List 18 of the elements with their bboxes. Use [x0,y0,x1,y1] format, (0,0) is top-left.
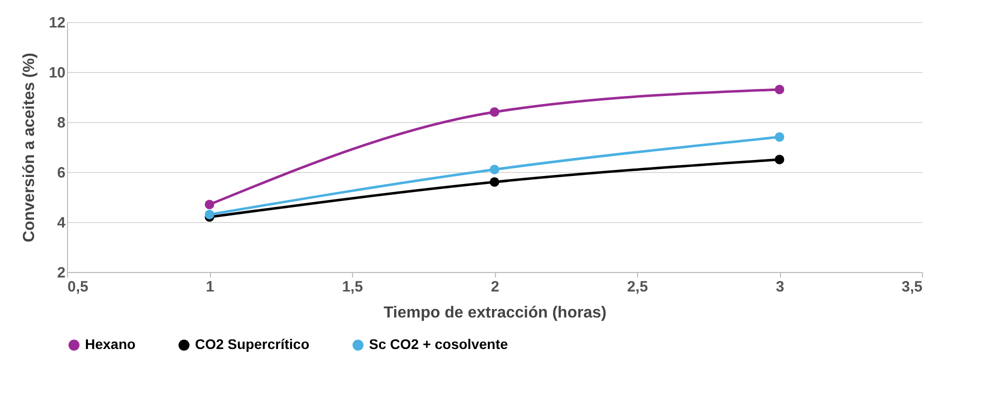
y-tick-label: 8 [57,114,66,132]
y-axis-title: Conversión a aceites (%) [20,52,38,242]
y-tick-label: 12 [48,14,66,32]
x-tick-label: 3,5 [902,278,922,296]
legend-label: CO2 Supercrítico [195,336,310,352]
x-axis-title: Tiempo de extracción (horas) [384,304,606,322]
x-tick-label: 1,5 [342,278,363,296]
x-tick-label: 3 [776,278,784,296]
legend-label: Hexano [85,336,136,352]
legend-label: Sc CO2 + cosolvente [369,336,508,352]
y-tick-label: 2 [57,264,66,282]
x-tick-label: 0,5 [68,278,88,296]
x-tick-label: 1 [206,278,214,296]
y-tick-label: 10 [48,64,66,82]
y-tick-label: 4 [57,214,66,232]
x-tick-label: 2,5 [627,278,648,296]
y-tick-label: 6 [57,164,66,182]
x-tick-label: 2 [490,278,500,296]
